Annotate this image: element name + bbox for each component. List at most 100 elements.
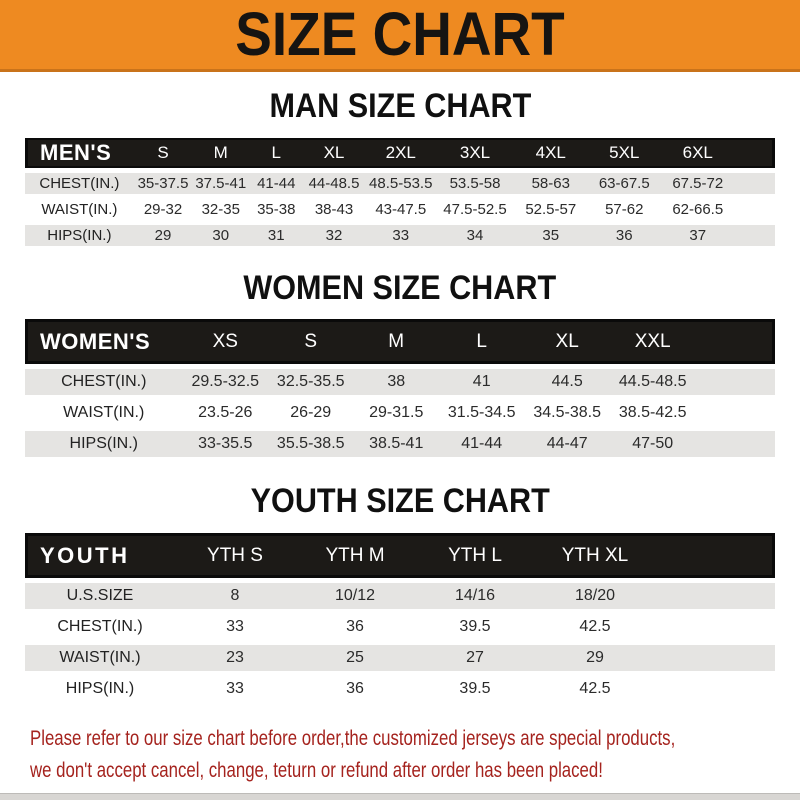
women-size-column-header: XXL [609,319,696,365]
women-size-value-cell: 44.5 [524,369,610,396]
disclaimer-line-2: we don't accept cancel, change, teturn o… [30,758,603,782]
men-size-column-header: 6XL [660,137,736,168]
women-size-value-cell: 32.5-35.5 [267,369,354,396]
spacer-cell [695,319,775,365]
women-size-value-cell: 35.5-38.5 [267,431,354,458]
youth-size-value-cell: 36 [346,680,364,698]
youth-size-value-cell: 8 [175,583,295,610]
men-size-value-cell: 57-62 [605,200,644,218]
women-group-label: WOMEN'S [25,319,183,365]
spacer-cell [735,199,775,220]
men-row-label: HIPS(IN.) [25,224,134,246]
men-size-value-cell: 32-35 [201,200,240,218]
women-table-row: HIPS(IN.) 33-35.5 35.5-38.5 38.5-41 41-44 44-… [25,431,775,458]
women-size-chart-section: WOMEN SIZE CHART WOMEN'S XS S M L XL XXL CHEST(I… [0,268,800,463]
men-size-value-cell: 38-43 [314,200,354,218]
spacer-cell [655,645,775,672]
spacer-cell [655,533,775,579]
women-size-value-cell: 44.5-48.5 [609,369,696,396]
disclaimer-text: Please refer to our size chart before or… [30,723,800,786]
youth-size-value-cell: 33 [226,680,244,698]
youth-row-label: HIPS(IN.) [65,680,135,698]
size-charts: MAN SIZE CHART MEN'S S M L XL 2XL 3XL 4XL 5XL 6XL C… [0,88,800,707]
women-size-value-cell: 41-44 [438,431,525,458]
men-table-row: WAIST(IN.) 29-32 32-35 35-38 38-43 43-47.5 47.… [25,199,775,220]
men-table-header-bar: MEN'S S M L XL 2XL 3XL 4XL 5XL 6XL [25,137,775,168]
women-size-value-cell: 34.5-38.5 [533,404,601,422]
women-size-column-header: L [438,319,525,365]
men-section-heading: MAN SIZE CHART [0,88,800,125]
youth-size-value-cell: 29 [535,645,655,672]
men-size-column-header: XL [303,137,365,168]
men-table-row: HIPS(IN.) 29 30 31 32 33 34 35 36 37 [25,224,775,246]
spacer-cell [735,172,775,194]
youth-size-value-cell: 10/12 [295,583,415,610]
women-size-column-header: S [267,319,354,365]
men-size-value-cell: 31 [249,224,304,246]
youth-size-table: YOUTH YTH S YTH M YTH L YTH XL U.S.SIZE 8 10/12… [25,528,775,707]
men-size-column-header: S [133,137,193,168]
men-size-value-cell: 53.5-58 [436,172,514,194]
men-size-value-cell: 37.5-41 [192,172,250,194]
women-size-column-header: XS [182,319,268,365]
men-size-table: MEN'S S M L XL 2XL 3XL 4XL 5XL 6XL CHEST(IN.) 35-37… [25,133,775,251]
youth-size-column-header: YTH XL [535,533,655,579]
men-size-column-header: 4XL [513,137,589,168]
banner-title: SIZE CHART [235,0,565,68]
youth-size-value-cell: 33 [226,618,244,636]
women-size-value-cell: 44-47 [524,431,610,458]
women-section-heading: WOMEN SIZE CHART [0,268,800,307]
men-size-value-cell: 33 [364,224,437,246]
bottom-strip [0,793,800,800]
disclaimer-line-1: Please refer to our size chart before or… [30,727,676,751]
men-size-value-cell: 29 [133,224,193,246]
youth-size-value-cell: 42.5 [579,618,611,636]
youth-size-value-cell: 42.5 [579,680,611,698]
women-size-value-cell: 23.5-26 [198,404,253,422]
men-row-label: CHEST(IN.) [25,172,134,194]
women-size-value-cell: 41 [438,369,525,396]
youth-size-value-cell: 23 [175,645,295,672]
men-size-column-header: 3XL [436,137,514,168]
men-size-value-cell: 35-37.5 [133,172,193,194]
women-size-value-cell: 47-50 [609,431,696,458]
spacer-cell [655,676,775,702]
women-size-value-cell: 31.5-34.5 [447,404,516,422]
men-size-value-cell: 29-32 [143,200,183,218]
youth-table-row: U.S.SIZE 8 10/12 14/16 18/20 [25,583,775,610]
spacer-cell [695,400,775,426]
youth-table-header-bar: YOUTH YTH S YTH M YTH L YTH XL [25,533,775,579]
spacer-cell [695,369,775,396]
men-size-column-header: 5XL [588,137,661,168]
men-size-column-header: 2XL [364,137,437,168]
women-row-label: HIPS(IN.) [25,431,183,458]
youth-size-value-cell: 27 [415,645,535,672]
men-size-value-cell: 67.5-72 [660,172,736,194]
women-row-label: CHEST(IN.) [25,369,183,396]
men-row-label: WAIST(IN.) [41,200,118,218]
youth-group-label: YOUTH [25,533,175,579]
men-size-value-cell: 32 [303,224,365,246]
men-size-column-header: L [249,137,304,168]
men-size-value-cell: 36 [588,224,661,246]
women-size-table: WOMEN'S XS S M L XL XXL CHEST(IN.) 29.5-32.5 32.5… [25,314,775,462]
youth-size-value-cell: 39.5 [459,680,491,698]
men-group-label: MEN'S [25,137,134,168]
youth-row-label: U.S.SIZE [25,583,175,610]
youth-size-value-cell: 39.5 [459,618,491,636]
men-size-value-cell: 47.5-52.5 [443,200,507,218]
women-section-heading-text: WOMEN SIZE CHART [243,268,557,307]
women-table-header-bar: WOMEN'S XS S M L XL XXL [25,319,775,365]
men-size-value-cell: 44-48.5 [303,172,365,194]
youth-size-value-cell: 25 [295,645,415,672]
youth-size-value-cell: 18/20 [535,583,655,610]
youth-size-column-header: YTH M [295,533,415,579]
women-size-column-header: XL [524,319,610,365]
men-size-chart-section: MAN SIZE CHART MEN'S S M L XL 2XL 3XL 4XL 5XL 6XL C… [0,88,800,251]
youth-size-value-cell: 14/16 [415,583,535,610]
women-size-column-header: M [353,319,439,365]
women-size-value-cell: 26-29 [290,404,332,422]
spacer-cell [655,583,775,610]
youth-size-column-header: YTH S [175,533,295,579]
youth-table-row: WAIST(IN.) 23 25 27 29 [25,645,775,672]
